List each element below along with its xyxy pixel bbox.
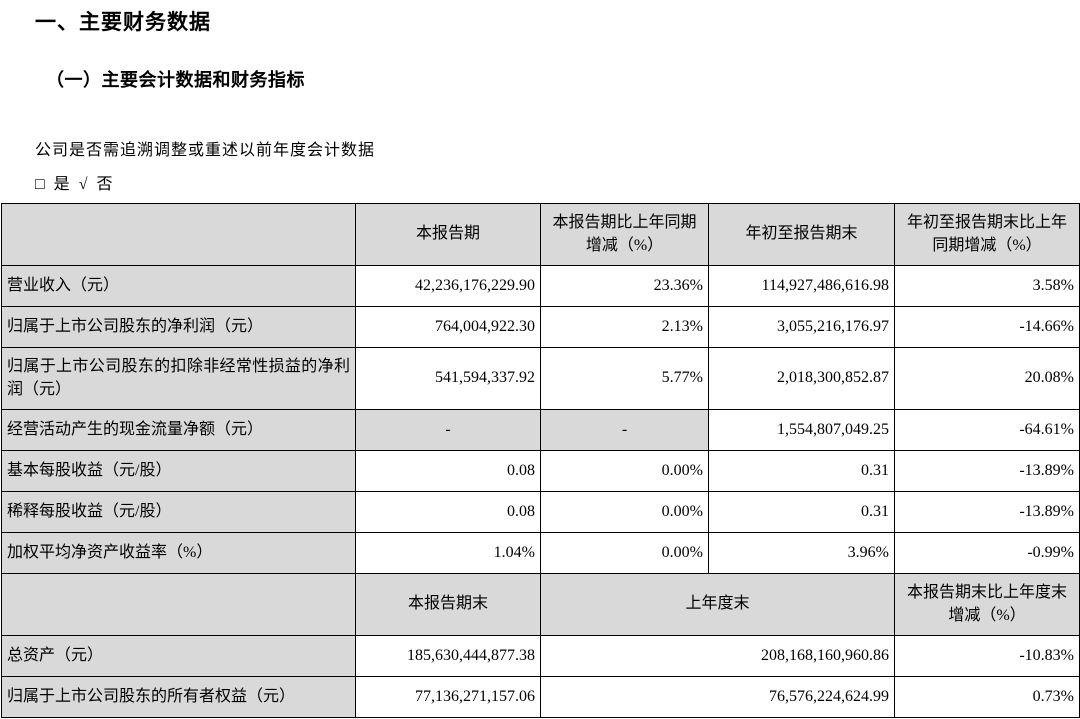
value-cell: -64.61%: [894, 409, 1080, 451]
table-header-row-1: 本报告期 本报告期比上年同期增减（%） 年初至报告期末 年初至报告期末比上年同期…: [1, 203, 1080, 266]
row-label-cell: 稀释每股收益（元/股）: [1, 491, 356, 533]
header-ytd-yoy: 年初至报告期末比上年同期增减（%）: [894, 203, 1080, 266]
header-prev-year-end: 上年度末: [540, 573, 895, 636]
no-label: 否: [96, 176, 113, 193]
section-subtitle: （一）主要会计数据和财务指标: [46, 70, 305, 90]
header-period-end-change: 本报告期末比上年度末增减（%）: [894, 573, 1080, 636]
value-cell: 541,594,337.92: [355, 347, 541, 410]
value-cell: -13.89%: [894, 491, 1080, 533]
value-cell: 20.08%: [894, 347, 1080, 410]
value-cell: 185,630,444,877.38: [355, 635, 541, 677]
header-ytd: 年初至报告期末: [708, 203, 895, 266]
row-label-cell: 营业收入（元）: [1, 265, 356, 307]
table-header-row-2: 本报告期末 上年度末 本报告期末比上年度末增减（%）: [1, 573, 1080, 636]
value-cell: 23.36%: [540, 265, 709, 307]
value-cell: -10.83%: [894, 635, 1080, 677]
value-cell: -13.89%: [894, 450, 1080, 492]
value-cell: 2,018,300,852.87: [708, 347, 895, 410]
table-row-revenue: 营业收入（元） 42,236,176,229.90 23.36% 114,927…: [1, 265, 1080, 307]
table-row-net-profit: 归属于上市公司股东的净利润（元） 764,004,922.30 2.13% 3,…: [1, 306, 1080, 348]
value-cell-empty: -: [355, 409, 541, 451]
value-cell: -14.66%: [894, 306, 1080, 348]
table-row-diluted-eps: 稀释每股收益（元/股） 0.08 0.00% 0.31 -13.89%: [1, 491, 1080, 533]
value-cell: 0.73%: [894, 676, 1080, 718]
value-cell: 5.77%: [540, 347, 709, 410]
restatement-question: 公司是否需追溯调整或重述以前年度会计数据: [35, 142, 376, 159]
row-label-cell: 总资产（元）: [1, 635, 356, 677]
table-row-deducted-net-profit: 归属于上市公司股东的扣除非经常性损益的净利润（元） 541,594,337.92…: [1, 347, 1080, 410]
table-row-operating-cash-flow: 经营活动产生的现金流量净额（元） - - 1,554,807,049.25 -6…: [1, 409, 1080, 451]
value-cell: 0.00%: [540, 532, 709, 574]
value-cell: 77,136,271,157.06: [355, 676, 541, 718]
row-label-cell: 归属于上市公司股东的扣除非经常性损益的净利润（元）: [1, 347, 356, 410]
value-cell: 0.08: [355, 491, 541, 533]
header-blank-cell: [1, 573, 356, 636]
header-blank-cell: [1, 203, 356, 266]
value-cell: 0.00%: [540, 491, 709, 533]
value-cell: 1,554,807,049.25: [708, 409, 895, 451]
value-cell: 0.31: [708, 450, 895, 492]
checkbox-unchecked-icon: □: [35, 176, 45, 193]
value-cell: 764,004,922.30: [355, 306, 541, 348]
row-label-cell: 归属于上市公司股东的所有者权益（元）: [1, 676, 356, 718]
value-cell-empty: -: [540, 409, 709, 451]
yes-label: 是: [53, 176, 70, 193]
value-cell: 1.04%: [355, 532, 541, 574]
value-cell: 42,236,176,229.90: [355, 265, 541, 307]
value-cell: 2.13%: [540, 306, 709, 348]
value-cell: 114,927,486,616.98: [708, 265, 895, 307]
table-row-total-assets: 总资产（元） 185,630,444,877.38 208,168,160,96…: [1, 635, 1080, 677]
checkmark-icon: √: [78, 176, 88, 193]
row-label-cell: 基本每股收益（元/股）: [1, 450, 356, 492]
row-label-cell: 加权平均净资产收益率（%）: [1, 532, 356, 574]
value-cell: 3.58%: [894, 265, 1080, 307]
page-title: 一、主要财务数据: [35, 10, 211, 34]
value-cell: 0.00%: [540, 450, 709, 492]
header-period: 本报告期: [355, 203, 541, 266]
row-label-cell: 经营活动产生的现金流量净额（元）: [1, 409, 356, 451]
value-cell: 0.08: [355, 450, 541, 492]
value-cell: 0.31: [708, 491, 895, 533]
value-cell: 208,168,160,960.86: [540, 635, 895, 677]
financial-data-table: 本报告期 本报告期比上年同期增减（%） 年初至报告期末 年初至报告期末比上年同期…: [1, 203, 1080, 718]
value-cell: -0.99%: [894, 532, 1080, 574]
header-period-end: 本报告期末: [355, 573, 541, 636]
table-row-owners-equity: 归属于上市公司股东的所有者权益（元） 77,136,271,157.06 76,…: [1, 676, 1080, 718]
value-cell: 3,055,216,176.97: [708, 306, 895, 348]
row-label-cell: 归属于上市公司股东的净利润（元）: [1, 306, 356, 348]
value-cell: 3.96%: [708, 532, 895, 574]
table-row-basic-eps: 基本每股收益（元/股） 0.08 0.00% 0.31 -13.89%: [1, 450, 1080, 492]
header-period-yoy: 本报告期比上年同期增减（%）: [540, 203, 709, 266]
restatement-answer: □ 是 √ 否: [35, 170, 121, 194]
value-cell: 76,576,224,624.99: [540, 676, 895, 718]
table-row-weighted-roe: 加权平均净资产收益率（%） 1.04% 0.00% 3.96% -0.99%: [1, 532, 1080, 574]
